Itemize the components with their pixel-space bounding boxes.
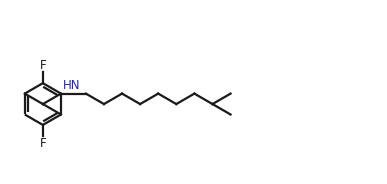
Text: HN: HN (63, 79, 80, 92)
Text: F: F (39, 59, 46, 72)
Text: F: F (39, 137, 46, 150)
